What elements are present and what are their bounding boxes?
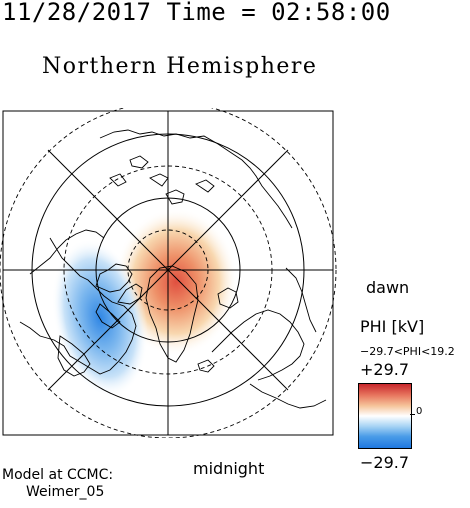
colorbar — [358, 383, 412, 449]
potential-field — [52, 208, 238, 397]
model-credit-line1: Model at CCMC: — [2, 467, 114, 483]
svalbard — [217, 287, 239, 309]
colorbar-zero-label: 0 — [416, 406, 423, 417]
midnight-label: midnight — [193, 459, 265, 478]
polar-map — [0, 108, 337, 438]
colorbar-max-label: +29.7 — [360, 360, 410, 379]
east-siberia-islands — [109, 155, 149, 187]
europe-coast — [249, 383, 327, 409]
scandinavia-coast — [211, 309, 305, 381]
colorbar-unit-label: PHI [kV] — [360, 317, 425, 336]
meridian-grid — [3, 111, 333, 435]
plot-title: Northern Hemisphere — [42, 54, 318, 79]
alaska-coast — [29, 229, 105, 275]
model-credit-line2: Weimer_05 — [26, 484, 105, 500]
colorbar-range-label: −29.7<PHI<19.2 — [360, 345, 455, 358]
plot-frame — [2, 110, 334, 436]
north-america-coast — [19, 237, 137, 375]
greenland-coast — [145, 265, 199, 363]
colorbar-min-label: −29.7 — [360, 453, 410, 472]
coastlines — [19, 129, 327, 409]
iceland — [197, 359, 215, 373]
latitude-circle-40 — [0, 108, 337, 438]
timestamp: 11/28/2017 Time = 02:58:00 — [2, 0, 391, 26]
europe-inlet — [285, 267, 317, 333]
colorbar-zero-tick — [410, 414, 415, 415]
hudson-bay-coast — [57, 335, 91, 377]
dawn-label: dawn — [366, 278, 410, 297]
